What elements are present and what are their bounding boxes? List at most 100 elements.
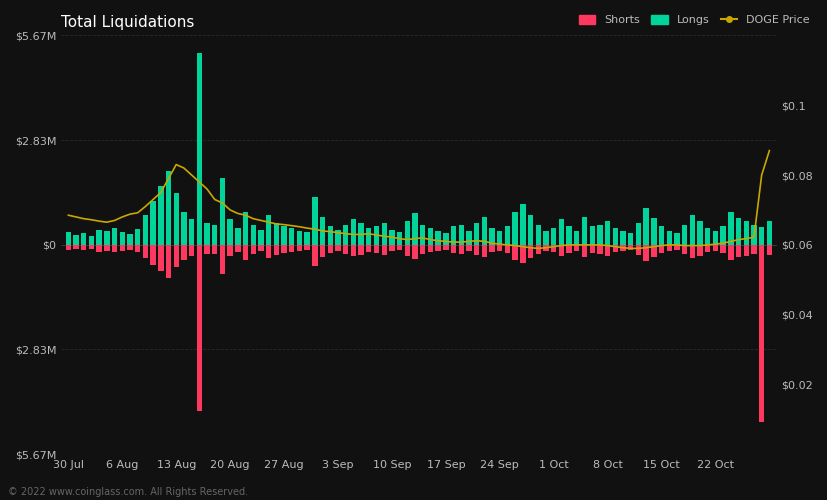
- Bar: [766, 245, 771, 255]
- Bar: [442, 233, 448, 245]
- Bar: [727, 245, 733, 260]
- Bar: [296, 245, 302, 251]
- Bar: [666, 245, 672, 251]
- Bar: [165, 171, 171, 245]
- Bar: [97, 245, 102, 252]
- Bar: [489, 245, 495, 252]
- Bar: [558, 219, 563, 245]
- Bar: [81, 245, 86, 250]
- Bar: [151, 200, 155, 245]
- Bar: [435, 231, 440, 245]
- Bar: [235, 245, 241, 252]
- Bar: [450, 226, 456, 245]
- Text: © 2022 www.coinglass.com. All Rights Reserved.: © 2022 www.coinglass.com. All Rights Res…: [8, 487, 248, 497]
- Bar: [658, 226, 663, 245]
- Bar: [596, 224, 602, 245]
- Bar: [412, 214, 417, 245]
- Bar: [750, 245, 756, 254]
- Bar: [481, 245, 486, 257]
- Bar: [265, 245, 271, 258]
- Bar: [135, 245, 141, 252]
- Bar: [435, 245, 440, 251]
- Bar: [366, 228, 371, 245]
- Bar: [396, 245, 402, 250]
- Bar: [258, 230, 263, 245]
- Bar: [158, 186, 163, 245]
- Bar: [196, 52, 202, 245]
- Bar: [381, 222, 386, 245]
- Bar: [635, 222, 640, 245]
- Bar: [712, 245, 717, 251]
- Bar: [650, 218, 656, 245]
- Bar: [573, 245, 579, 251]
- Bar: [274, 245, 279, 255]
- Bar: [605, 221, 609, 245]
- Bar: [504, 245, 509, 254]
- Bar: [219, 245, 225, 274]
- Bar: [281, 245, 286, 253]
- Bar: [412, 245, 417, 259]
- Bar: [489, 228, 495, 245]
- Bar: [219, 178, 225, 245]
- Bar: [758, 245, 763, 422]
- Bar: [289, 228, 294, 245]
- Bar: [428, 228, 433, 245]
- Bar: [666, 231, 672, 245]
- Bar: [705, 245, 710, 252]
- Bar: [174, 245, 179, 267]
- Bar: [189, 245, 194, 256]
- Bar: [327, 245, 332, 253]
- Bar: [181, 245, 186, 260]
- Bar: [212, 224, 218, 245]
- Bar: [619, 231, 625, 245]
- Bar: [689, 216, 694, 245]
- Bar: [389, 230, 394, 245]
- Bar: [719, 226, 725, 245]
- Bar: [535, 245, 540, 254]
- Bar: [342, 245, 348, 254]
- Bar: [251, 245, 256, 254]
- Bar: [496, 231, 502, 245]
- Bar: [274, 222, 279, 245]
- Bar: [351, 245, 356, 256]
- Bar: [242, 245, 248, 260]
- Bar: [235, 228, 241, 245]
- Bar: [643, 245, 648, 261]
- Bar: [519, 204, 525, 245]
- Bar: [289, 245, 294, 252]
- Bar: [127, 245, 132, 250]
- Bar: [419, 245, 425, 254]
- Bar: [135, 230, 141, 245]
- Bar: [635, 245, 640, 255]
- Bar: [658, 245, 663, 254]
- Bar: [119, 232, 125, 245]
- Bar: [358, 245, 363, 255]
- Bar: [535, 224, 540, 245]
- Bar: [766, 221, 771, 245]
- Bar: [181, 212, 186, 245]
- Bar: [573, 231, 579, 245]
- Bar: [389, 245, 394, 251]
- Bar: [550, 245, 556, 252]
- Bar: [689, 245, 694, 258]
- Bar: [735, 218, 740, 245]
- Bar: [74, 234, 79, 245]
- Bar: [381, 245, 386, 255]
- Legend: Shorts, Longs, DOGE Price: Shorts, Longs, DOGE Price: [574, 10, 813, 29]
- Bar: [204, 222, 209, 245]
- Bar: [335, 230, 340, 245]
- Bar: [265, 216, 271, 245]
- Bar: [743, 221, 748, 245]
- Bar: [458, 245, 463, 254]
- Bar: [251, 224, 256, 245]
- Bar: [351, 219, 356, 245]
- Bar: [750, 224, 756, 245]
- Bar: [696, 245, 702, 256]
- Bar: [174, 193, 179, 245]
- Bar: [566, 245, 571, 254]
- Bar: [65, 232, 71, 245]
- Bar: [696, 221, 702, 245]
- Bar: [504, 226, 509, 245]
- Bar: [88, 245, 94, 249]
- Bar: [481, 217, 486, 245]
